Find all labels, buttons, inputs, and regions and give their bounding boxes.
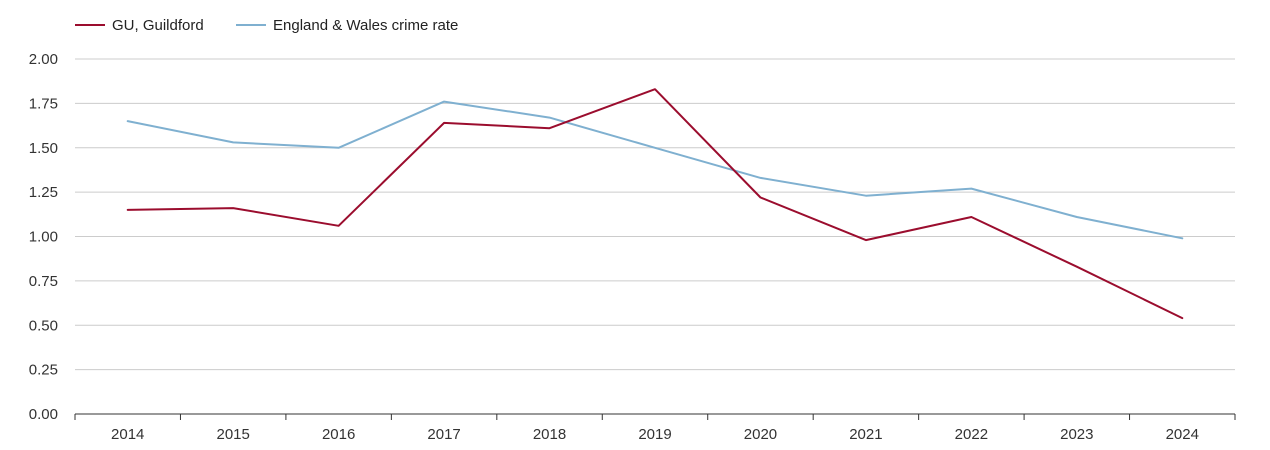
x-tick-label: 2023: [1060, 426, 1093, 443]
x-tick-label: 2015: [216, 426, 249, 443]
x-tick-label: 2019: [638, 426, 671, 443]
y-tick-label: 0.00: [29, 406, 58, 423]
x-tick-label: 2017: [427, 426, 460, 443]
y-tick-label: 0.50: [29, 317, 58, 334]
y-tick-label: 1.50: [29, 140, 58, 157]
x-tick-label: 2021: [849, 426, 882, 443]
y-tick-label: 0.25: [29, 362, 58, 379]
gridlines: [75, 58, 1235, 371]
series-line-1: [126, 88, 1184, 320]
y-axis-ticks: 0.00 0.25 0.50 0.75 1.00 1.25 1.50 1.75 2.00: [29, 51, 58, 423]
x-tick-label: 2014: [111, 426, 144, 443]
x-axis: 2014 2015 2016 2017 2018 2019 2020 2021 2022 2023…: [74, 413, 1236, 443]
y-tick-label: 0.75: [29, 273, 58, 290]
y-tick-label: 1.75: [29, 95, 58, 112]
series-line-2: [126, 100, 1184, 240]
x-tick-label: 2022: [955, 426, 988, 443]
x-tick-label: 2024: [1166, 426, 1199, 443]
y-tick-label: 1.25: [29, 184, 58, 201]
y-tick-label: 2.00: [29, 51, 58, 68]
legend: GU, Guildford England & Wales crime rate: [75, 17, 458, 34]
x-tick-label: 2018: [533, 426, 566, 443]
series-lines: [126, 88, 1184, 320]
x-tick-label: 2016: [322, 426, 355, 443]
legend-label-2: England & Wales crime rate: [273, 17, 458, 34]
legend-label-1: GU, Guildford: [112, 17, 204, 34]
y-tick-label: 1.00: [29, 229, 58, 246]
x-tick-label: 2020: [744, 426, 777, 443]
